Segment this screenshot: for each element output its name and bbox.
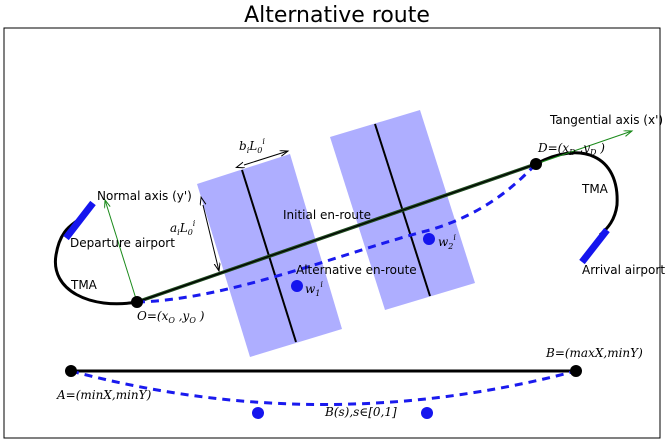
- normal-axis-arrow: [105, 200, 138, 303]
- label-tangential-axis: Tangential axis (x'): [549, 113, 663, 127]
- control-point-1: [252, 407, 264, 419]
- label-departure-airport: Departure airport: [70, 236, 175, 250]
- alternative-route-curve: [136, 162, 538, 304]
- label-alternative-route: Alternative en-route: [296, 263, 417, 277]
- initial-route-core: [136, 163, 537, 303]
- waypoint-w1: [291, 280, 303, 292]
- point-B: [570, 365, 582, 377]
- label-point-O: O=(xO ,yO ): [137, 309, 205, 325]
- point-O: [131, 296, 143, 308]
- label-point-D: D=(xD ,yD ): [537, 141, 605, 157]
- point-A: [65, 365, 77, 377]
- waypoint-w2: [423, 233, 435, 245]
- departure-airport-runway: [63, 200, 96, 241]
- label-tma-right: TMA: [581, 182, 609, 196]
- diagram-title: Alternative route: [244, 3, 430, 28]
- width-dimension-arrow: [244, 151, 288, 165]
- plot-frame: [3, 27, 661, 439]
- bezier-curve: [70, 369, 577, 406]
- label-point-B: B=(maxX,minY): [545, 346, 643, 360]
- label-width-dimension: biL0i: [239, 137, 265, 155]
- label-arrival-airport: Arrival airport: [582, 263, 665, 277]
- point-D: [530, 158, 542, 170]
- control-point-2: [421, 407, 433, 419]
- tangential-axis-arrow: [535, 131, 632, 165]
- label-normal-axis: Normal axis (y'): [97, 189, 192, 203]
- offset-dimension-arrow: [203, 205, 219, 271]
- label-offset-dimension: aiL0i: [170, 219, 196, 237]
- arrival-airport-runway: [579, 227, 610, 265]
- label-tma-left: TMA: [70, 278, 98, 292]
- label-point-A: A=(minX,minY): [56, 388, 152, 402]
- label-initial-route: Initial en-route: [283, 208, 371, 222]
- label-bezier: B(s),s∈[0,1]: [324, 405, 397, 419]
- tma-left-loop: [53, 218, 138, 306]
